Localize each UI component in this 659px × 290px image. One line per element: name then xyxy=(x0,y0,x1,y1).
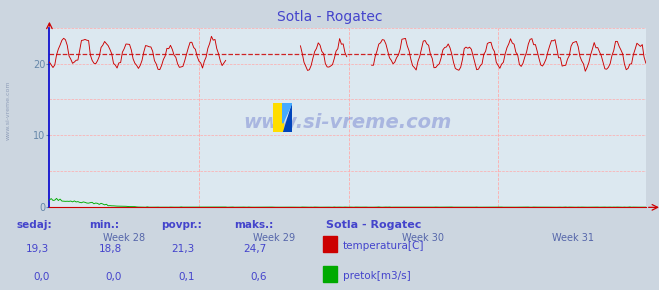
Text: 18,8: 18,8 xyxy=(99,244,122,254)
Bar xyxy=(273,103,283,132)
Text: 0,6: 0,6 xyxy=(250,273,267,282)
Text: pretok[m3/s]: pretok[m3/s] xyxy=(343,271,411,281)
Text: 0,0: 0,0 xyxy=(105,273,122,282)
Polygon shape xyxy=(283,103,292,132)
Text: 0,0: 0,0 xyxy=(33,273,49,282)
Text: povpr.:: povpr.: xyxy=(161,220,202,230)
Text: sedaj:: sedaj: xyxy=(16,220,52,230)
Text: Week 31: Week 31 xyxy=(552,233,594,242)
Text: Week 30: Week 30 xyxy=(402,233,444,242)
Text: 24,7: 24,7 xyxy=(244,244,267,254)
FancyBboxPatch shape xyxy=(323,266,337,282)
Text: Sotla - Rogatec: Sotla - Rogatec xyxy=(277,10,382,24)
Text: Sotla - Rogatec: Sotla - Rogatec xyxy=(326,220,422,230)
Polygon shape xyxy=(283,103,292,123)
Text: 0,1: 0,1 xyxy=(178,273,194,282)
FancyBboxPatch shape xyxy=(323,236,337,252)
Text: www.si-vreme.com: www.si-vreme.com xyxy=(243,113,452,132)
Text: min.:: min.: xyxy=(89,220,119,230)
Text: temperatura[C]: temperatura[C] xyxy=(343,241,424,251)
Text: maks.:: maks.: xyxy=(234,220,273,230)
Text: 21,3: 21,3 xyxy=(171,244,194,254)
Text: Week 28: Week 28 xyxy=(103,233,145,242)
Text: Week 29: Week 29 xyxy=(252,233,295,242)
Text: www.si-vreme.com: www.si-vreme.com xyxy=(5,80,11,140)
Text: 19,3: 19,3 xyxy=(26,244,49,254)
